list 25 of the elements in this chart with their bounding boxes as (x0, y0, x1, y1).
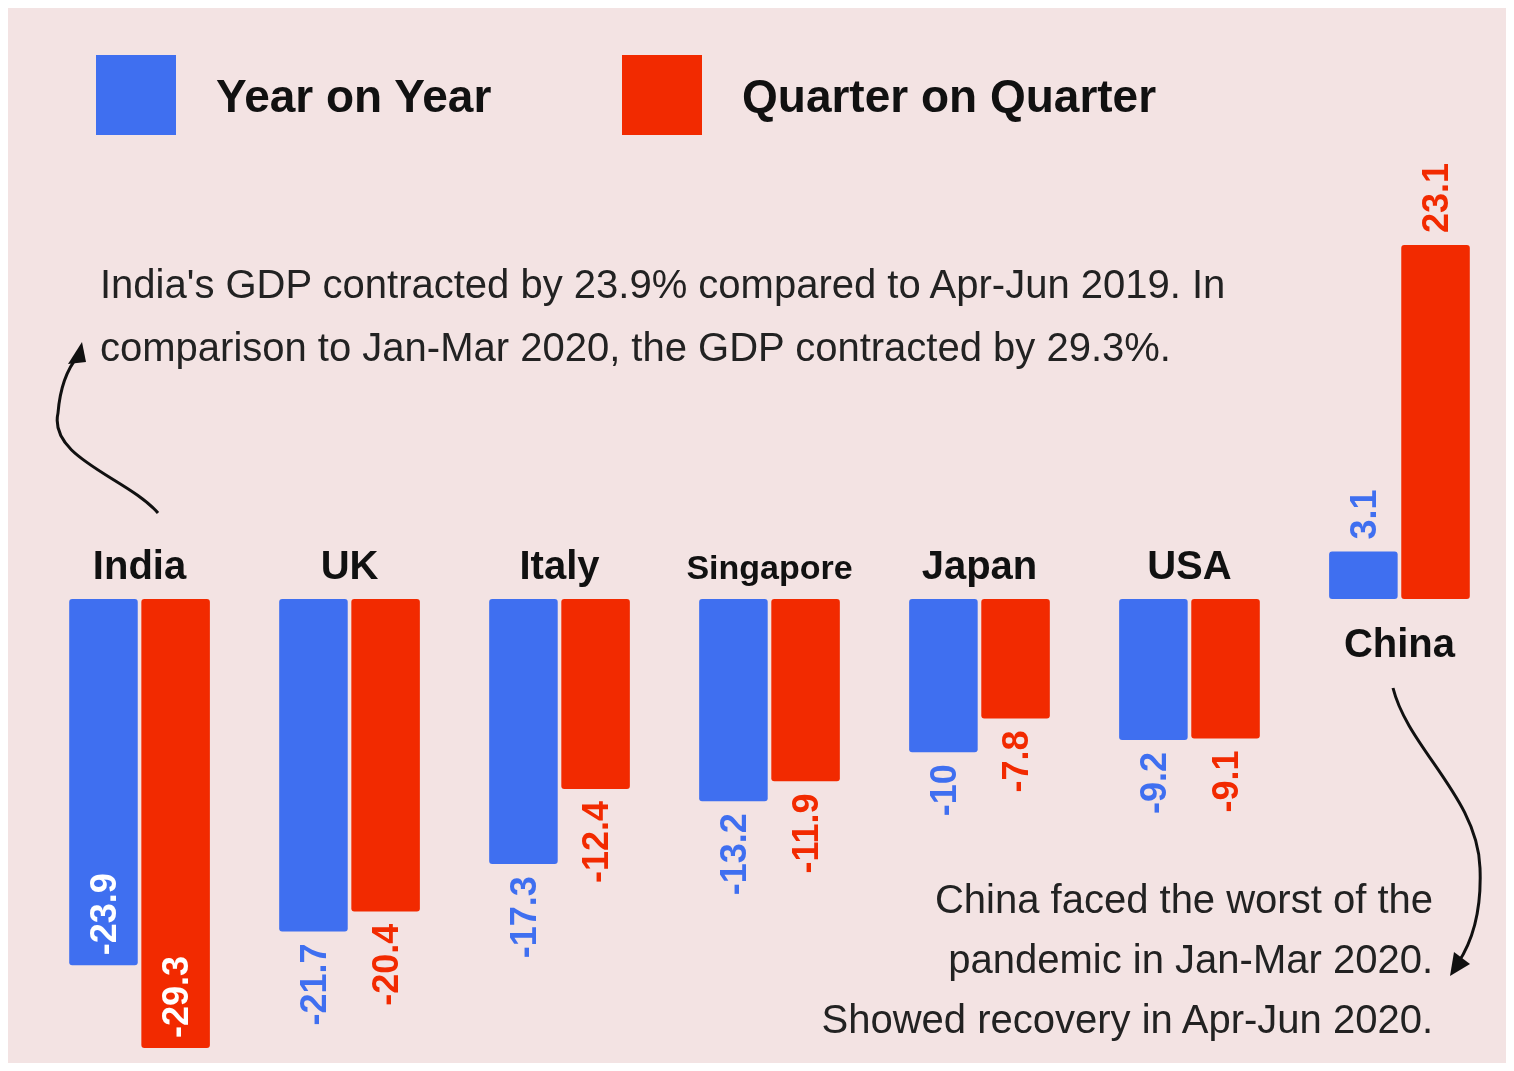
data-label: -10 (923, 764, 965, 817)
data-label: -9.2 (1133, 751, 1174, 815)
data-label: -13.2 (713, 813, 755, 896)
data-label: -20.4 (365, 923, 407, 1006)
data-label: -7.8 (995, 730, 1037, 793)
annotation: China faced the worst of the pandemic in Jan-Mar 2020. Showed recovery in Apr-Jun 2020. (821, 877, 1433, 1041)
annotation: India's GDP contracted by 23.9% compared to Apr-Jun 2019. In comparison to Jan-Mar 2020, the GDP contracted by 29.3%. (100, 262, 1226, 369)
data-label: -21.7 (293, 943, 335, 1026)
x-tick-label: Italy (519, 542, 601, 587)
data-label: -11.9 (785, 793, 827, 874)
x-tick-label: China (1343, 620, 1456, 665)
x-tick-label: Singapore (686, 547, 853, 586)
data-label: -17.3 (503, 876, 545, 959)
data-label: 23.1 (1415, 162, 1457, 233)
data-label: -29.3 (155, 955, 197, 1038)
x-tick-label: Japan (921, 542, 1038, 587)
data-label: -9.1 (1205, 750, 1247, 813)
data-label: -23.9 (83, 873, 125, 956)
x-tick-label: India (92, 542, 187, 587)
legend-label: Year on Year (216, 70, 492, 122)
x-tick-label: USA (1147, 542, 1232, 587)
data-label: -12.4 (575, 801, 617, 884)
legend-label: Quarter on Quarter (742, 70, 1157, 122)
x-tick-label: UK (320, 542, 379, 587)
data-label: 3.1 (1342, 489, 1384, 540)
